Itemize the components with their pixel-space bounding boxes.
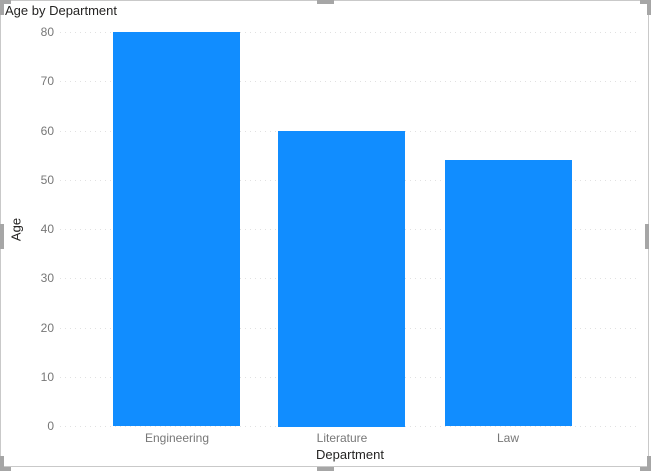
- gridline-y-70: [60, 81, 640, 82]
- y-tick-label-60: 60: [40, 124, 54, 138]
- x-tick-label-literature: Literature: [316, 431, 368, 445]
- bar-literature[interactable]: [278, 131, 405, 427]
- resize-handle-bottom-right[interactable]: [640, 456, 651, 471]
- resize-handle-bottom-center[interactable]: [317, 467, 334, 471]
- bar-engineering[interactable]: [113, 32, 240, 426]
- x-tick-label-law: Law: [496, 431, 519, 445]
- y-tick-label-30: 30: [40, 271, 54, 285]
- resize-handle-top-center[interactable]: [317, 0, 334, 4]
- y-tick-label-70: 70: [40, 74, 54, 88]
- x-axis-title: Department: [316, 447, 384, 462]
- resize-handle-top-left[interactable]: [0, 0, 11, 15]
- y-tick-label-80: 80: [40, 25, 54, 39]
- resize-handle-top-right[interactable]: [640, 0, 651, 15]
- y-tick-label-40: 40: [40, 222, 54, 236]
- y-axis-title: Age: [8, 217, 24, 242]
- resize-handle-middle-left[interactable]: [0, 224, 4, 249]
- chart-title: Age by Department: [5, 3, 118, 18]
- bar-law[interactable]: [445, 160, 572, 426]
- y-tick-label-10: 10: [40, 370, 54, 384]
- y-tick-label-20: 20: [40, 321, 54, 335]
- resize-handle-middle-right[interactable]: [645, 224, 649, 249]
- y-tick-label-0: 0: [47, 419, 54, 433]
- gridline-y-80: [60, 32, 640, 33]
- x-tick-label-engineering: Engineering: [144, 431, 210, 445]
- y-tick-label-50: 50: [40, 173, 54, 187]
- resize-handle-bottom-left[interactable]: [0, 456, 11, 471]
